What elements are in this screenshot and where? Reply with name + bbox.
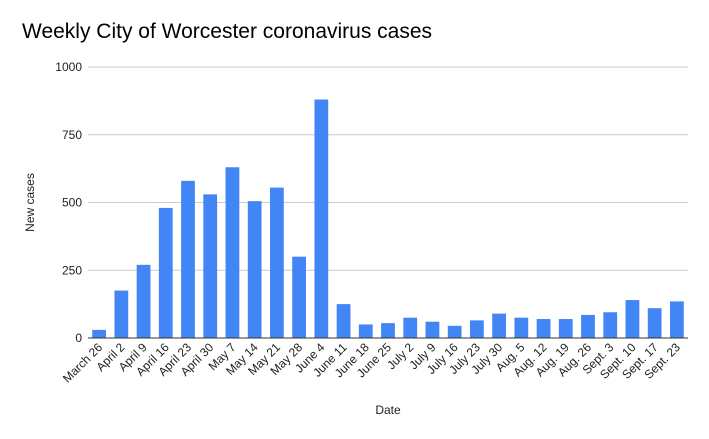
bar: [670, 301, 684, 338]
y-tick-label: 750: [62, 128, 82, 142]
bar: [647, 308, 662, 338]
bar: [425, 321, 440, 338]
bar: [492, 313, 506, 338]
bar: [158, 207, 173, 338]
bar: [358, 324, 373, 338]
bar: [292, 256, 306, 338]
bar: [203, 194, 218, 338]
y-tick-label: 500: [62, 196, 82, 210]
bar: [447, 325, 462, 338]
x-axis-title: Date: [375, 403, 401, 417]
bar: [381, 323, 395, 338]
bar: [558, 319, 573, 338]
bar: [536, 319, 551, 338]
y-tick-label: 0: [75, 331, 82, 345]
bar: [470, 320, 484, 338]
gridlines: [88, 66, 688, 271]
bar: [581, 314, 595, 338]
bar: [247, 201, 262, 338]
y-tick-label: 1000: [55, 60, 82, 74]
y-axis-title: New cases: [23, 173, 37, 232]
bar: [92, 329, 106, 338]
bar: [114, 290, 129, 338]
bar: [225, 167, 240, 338]
bars: [92, 99, 684, 339]
bar: [625, 300, 640, 338]
y-axis-ticks: 0 250 500 750 1000: [55, 60, 82, 345]
bar: [403, 317, 418, 338]
bar: [136, 264, 151, 338]
bar: [314, 99, 329, 339]
bar: [603, 312, 618, 338]
chart-title: Weekly City of Worcester coronavirus cas…: [22, 20, 433, 43]
bar: [336, 304, 351, 338]
bar: [270, 187, 284, 338]
y-tick-label: 250: [62, 263, 82, 277]
bar: [514, 317, 529, 338]
bar: [181, 180, 195, 338]
